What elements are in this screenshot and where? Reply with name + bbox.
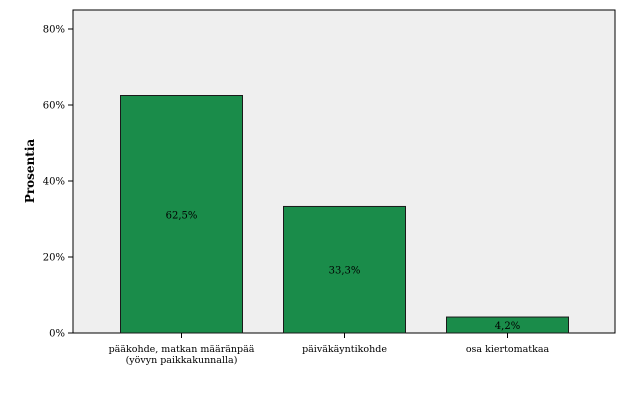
x-category-label: pääkohde, matkan määränpää (yövyn paikkak… (109, 344, 255, 366)
x-axis-category-labels: pääkohde, matkan määränpää (yövyn paikkak… (109, 333, 550, 366)
x-category-label-line: päiväkäyntikohde (302, 344, 387, 355)
x-category-label-line: pääkohde, matkan määränpää (109, 344, 255, 355)
x-category-label: osa kiertomatkaa (466, 344, 550, 355)
y-axis-ticks: 0% 20% 40% 60% 80% (43, 25, 73, 340)
bars (120, 95, 569, 334)
x-category-label: päiväkäyntikohde (302, 344, 387, 355)
bar-data-label: 62,5% (166, 210, 198, 221)
bar-data-label: 4,2% (495, 321, 520, 332)
bar (283, 205, 406, 334)
bar-data-label: 33,3% (329, 266, 361, 277)
y-tick-label: 80% (43, 25, 65, 36)
y-tick-label: 0% (49, 329, 65, 340)
y-tick-label: 60% (43, 101, 65, 112)
y-tick-label: 40% (43, 177, 65, 188)
bar (120, 95, 243, 334)
y-tick-label: 20% (43, 253, 65, 264)
data-labels: 62,5% 33,3% 4,2% (166, 210, 521, 332)
x-category-label-line: (yövyn paikkakunnalla) (126, 355, 238, 366)
y-axis-title: Prosentia (23, 139, 37, 204)
x-category-label-line: osa kiertomatkaa (466, 344, 550, 355)
